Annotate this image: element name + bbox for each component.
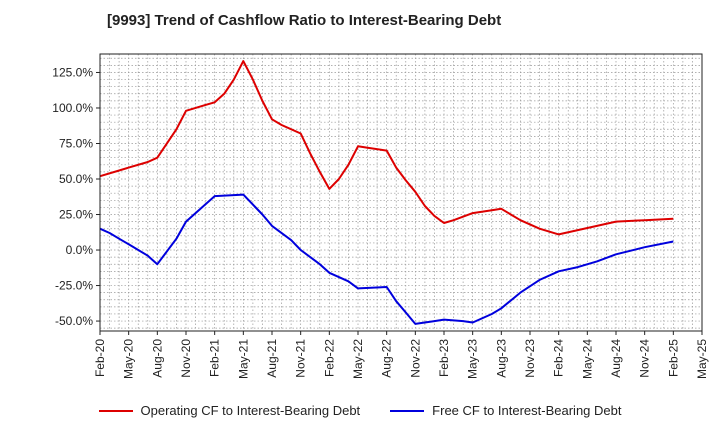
x-tick-label: May-22 bbox=[351, 339, 365, 379]
x-tick-label: Nov-24 bbox=[638, 339, 652, 378]
series-line-operating-cf bbox=[99, 60, 674, 236]
x-tick-label: Aug-23 bbox=[494, 339, 508, 378]
x-tick-label: Feb-23 bbox=[437, 339, 451, 377]
legend-label-free-cf: Free CF to Interest-Bearing Debt bbox=[432, 403, 622, 418]
x-tick-label: Nov-20 bbox=[179, 339, 193, 378]
x-tick-label: Aug-20 bbox=[150, 339, 164, 378]
x-tick-label: Feb-21 bbox=[208, 339, 222, 377]
x-tick-label: Aug-24 bbox=[609, 339, 623, 378]
legend-item-operating-cf: Operating CF to Interest-Bearing Debt bbox=[98, 403, 361, 418]
y-tick-label: -50.0% bbox=[55, 314, 93, 328]
y-tick-label: 100.0% bbox=[52, 101, 93, 115]
legend: Operating CF to Interest-Bearing Debt Fr… bbox=[0, 403, 720, 418]
chart-title: [9993] Trend of Cashflow Ratio to Intere… bbox=[107, 12, 502, 29]
x-tick-label: Aug-22 bbox=[380, 339, 394, 378]
y-tick-label: 0.0% bbox=[66, 243, 94, 257]
x-tick-label: Nov-21 bbox=[294, 339, 308, 378]
series-line-free-cf bbox=[99, 193, 674, 325]
legend-item-free-cf: Free CF to Interest-Bearing Debt bbox=[390, 403, 621, 418]
legend-swatch-free-cf bbox=[390, 409, 425, 412]
x-tick-label: May-23 bbox=[466, 339, 480, 379]
x-tick-label: May-24 bbox=[580, 339, 594, 379]
y-tick-label: -25.0% bbox=[55, 279, 93, 293]
series-layer bbox=[99, 60, 674, 325]
y-tick-label: 75.0% bbox=[59, 136, 93, 150]
plot-frame bbox=[99, 53, 703, 332]
x-tick-label: Nov-23 bbox=[523, 339, 537, 378]
x-tick-label: Feb-24 bbox=[552, 339, 566, 377]
grid-layer bbox=[100, 54, 702, 331]
y-tick-label: 50.0% bbox=[59, 172, 93, 186]
legend-label-operating-cf: Operating CF to Interest-Bearing Debt bbox=[140, 403, 361, 418]
x-tick-label: Feb-22 bbox=[322, 339, 336, 377]
x-tick-label: May-20 bbox=[122, 339, 136, 379]
x-tick-label: May-25 bbox=[695, 339, 709, 379]
x-tick-label: Feb-25 bbox=[666, 339, 680, 377]
x-tick-label: Feb-20 bbox=[93, 339, 107, 377]
legend-swatch-operating-cf bbox=[98, 409, 133, 412]
y-tick-label: 125.0% bbox=[52, 65, 93, 79]
x-tick-label: Nov-22 bbox=[408, 339, 422, 378]
y-axis-ticks: 125.0% 100.0% 75.0% 50.0% 25.0% 0.0% -25.0% -50… bbox=[52, 65, 100, 328]
x-axis-ticks: Feb-20 May-20 Aug-20 Nov-20 Feb-21 May-21 Aug-… bbox=[93, 331, 709, 379]
y-tick-label: 25.0% bbox=[59, 208, 93, 222]
x-tick-label: May-21 bbox=[236, 339, 250, 379]
x-tick-label: Aug-21 bbox=[265, 339, 279, 378]
